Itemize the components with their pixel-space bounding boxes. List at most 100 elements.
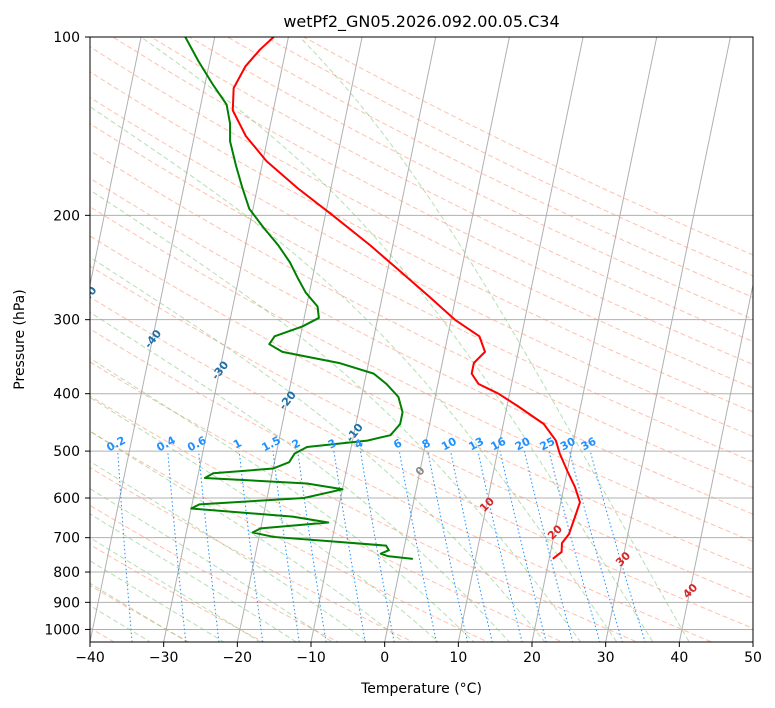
profile-series <box>184 37 581 560</box>
mixing-ratio-line <box>297 451 327 642</box>
moist-adiabat <box>299 37 690 642</box>
moist-adiabat <box>90 605 152 642</box>
mixing-ratio-line <box>477 450 523 642</box>
mixing-ratio-label: 20 <box>513 435 533 454</box>
mixing-ratio-line <box>117 451 133 642</box>
dry-adiabat <box>90 150 753 489</box>
x-tick-label: 20 <box>523 650 541 666</box>
x-tick-label: 10 <box>449 650 467 666</box>
profile-line-1 <box>231 37 581 560</box>
x-tick-label: 0 <box>380 650 389 666</box>
x-tick-label: 30 <box>597 650 615 666</box>
moist-adiabat <box>90 106 618 642</box>
mixing-ratio-line <box>523 450 574 642</box>
profile-line-2 <box>184 37 413 560</box>
x-axis: −40 −30 −20 −10 0 10 20 30 40 50 <box>75 642 762 666</box>
mixing-ratio-line <box>569 450 623 642</box>
dry-adiabat <box>90 96 753 438</box>
moist-adiabat <box>90 460 369 642</box>
moist-adiabat <box>90 582 189 642</box>
skewed-isotherm <box>384 37 510 642</box>
skewed-isotherm <box>457 37 584 642</box>
mixing-ratio-label: 25 <box>538 435 558 454</box>
mixing-ratio-line <box>272 451 300 642</box>
y-tick-label: 1000 <box>44 622 80 638</box>
dry-adiabat <box>90 71 753 413</box>
mixing-ratio-line <box>427 451 469 642</box>
moist-adiabat <box>90 396 440 642</box>
y-tick-label: 500 <box>53 444 80 460</box>
skewed-isotherm <box>90 37 216 642</box>
y-tick-label: 600 <box>53 491 80 507</box>
x-axis-label: Temperature (°C) <box>360 681 482 697</box>
reference-line-labels: 0.10.20.40.611.52346810131620253036-100-… <box>77 284 701 601</box>
y-tick-label: 800 <box>53 565 80 581</box>
dry-adiabat <box>90 361 639 642</box>
plot-area <box>90 37 753 642</box>
mixing-ratio-line <box>333 451 366 642</box>
moist-adiabat <box>90 189 582 642</box>
skewed-isotherm-gridlines <box>90 37 753 642</box>
y-tick-label: 100 <box>53 30 80 46</box>
pressure-gridlines <box>90 37 753 630</box>
plot-frame <box>89 36 754 643</box>
dry-adiabat <box>90 123 753 463</box>
dry-adiabat <box>226 37 753 298</box>
y-axis-label: Pressure (hPa) <box>12 289 28 389</box>
moist-adiabat <box>90 256 546 642</box>
y-tick-label: 700 <box>53 531 80 547</box>
mixing-ratio-label: 10 <box>439 435 459 454</box>
dry-adiabat <box>90 235 753 571</box>
x-tick-label: −40 <box>75 650 105 666</box>
y-tick-label: 900 <box>53 595 80 611</box>
dry-adiabat <box>90 296 753 629</box>
mixing-ratio-line <box>167 451 187 642</box>
skewed-isotherm <box>163 37 289 642</box>
y-axis: 100 200 300 400 500 600 700 800 900 1000 <box>44 30 90 638</box>
mixing-ratio-line <box>398 451 437 642</box>
moist-adiabat <box>90 488 333 642</box>
skewed-isotherm <box>310 37 437 642</box>
y-tick-label: 200 <box>53 208 80 224</box>
mixing-ratio-line <box>360 451 395 642</box>
moist-adiabats <box>90 37 690 642</box>
mixing-ratio-line <box>548 450 601 642</box>
dry-adiabat <box>90 544 265 642</box>
mixing-ratio-label: 16 <box>489 435 509 454</box>
x-tick-label: 40 <box>670 650 688 666</box>
x-tick-label: 50 <box>744 650 762 666</box>
moist-adiabat <box>90 537 262 642</box>
mixing-ratio-line <box>499 450 547 642</box>
x-tick-label: −30 <box>149 650 179 666</box>
mixing-ratio-label: 13 <box>466 435 486 454</box>
dry-adiabat <box>90 206 753 543</box>
dry-adiabat <box>111 37 753 365</box>
mixing-ratio-line <box>198 451 220 642</box>
isotherm-label: -50 <box>77 284 100 308</box>
dry-adiabats <box>90 37 753 642</box>
chart-title: wetPf2_GN05.2026.092.00.05.C34 <box>283 12 559 32</box>
x-tick-label: −10 <box>296 650 326 666</box>
moist-adiabat <box>90 560 225 642</box>
skewed-isotherm <box>605 37 731 642</box>
y-tick-label: 300 <box>53 313 80 329</box>
moist-adiabat <box>90 430 404 642</box>
mixing-ratio-label: 30 <box>558 435 578 454</box>
dry-adiabat <box>90 395 564 642</box>
mixing-ratio-line <box>450 451 493 642</box>
moist-adiabat <box>140 37 654 642</box>
skewed-isotherm <box>236 37 363 642</box>
skewed-isotherm <box>90 37 142 288</box>
dry-adiabat <box>90 467 415 642</box>
mixing-ratio-line <box>238 451 264 642</box>
x-tick-label: −20 <box>223 650 253 666</box>
dry-adiabat <box>90 430 489 642</box>
dry-adiabat <box>150 37 753 343</box>
dry-adiabat <box>188 37 753 320</box>
moist-adiabat <box>90 311 511 642</box>
mixing-ratio-label: 36 <box>579 435 599 454</box>
dry-adiabat <box>90 46 753 389</box>
mixing-ratio-lines <box>117 450 646 642</box>
y-tick-label: 400 <box>53 387 80 403</box>
